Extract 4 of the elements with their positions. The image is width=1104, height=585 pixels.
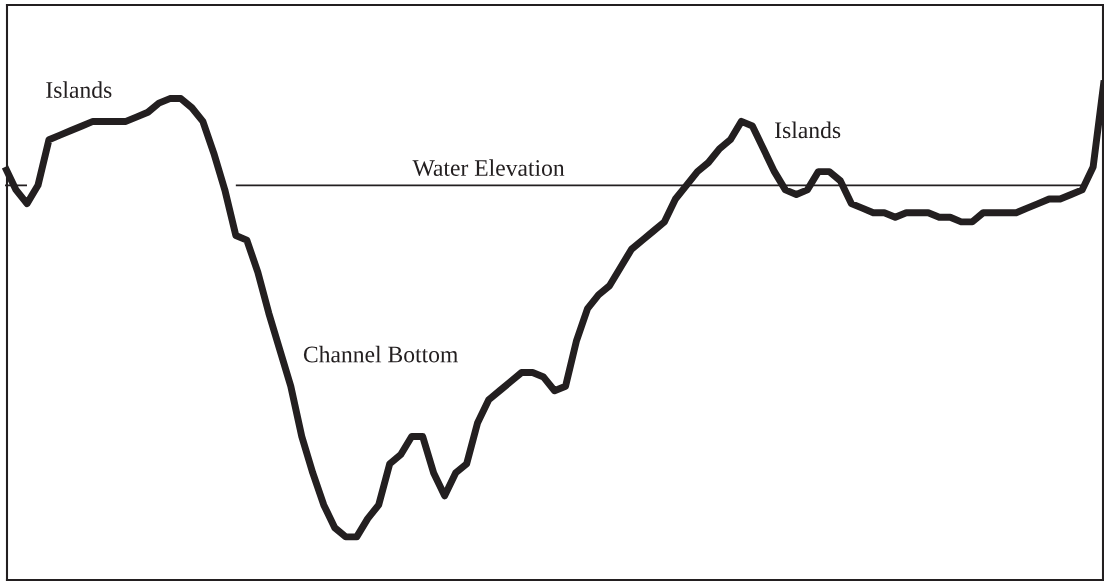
annotation: Channel Bottom — [303, 345, 458, 363]
annotation: Islands — [775, 121, 841, 139]
series-label: Water Elevation — [412, 159, 565, 177]
annotation: Islands — [46, 81, 112, 98]
